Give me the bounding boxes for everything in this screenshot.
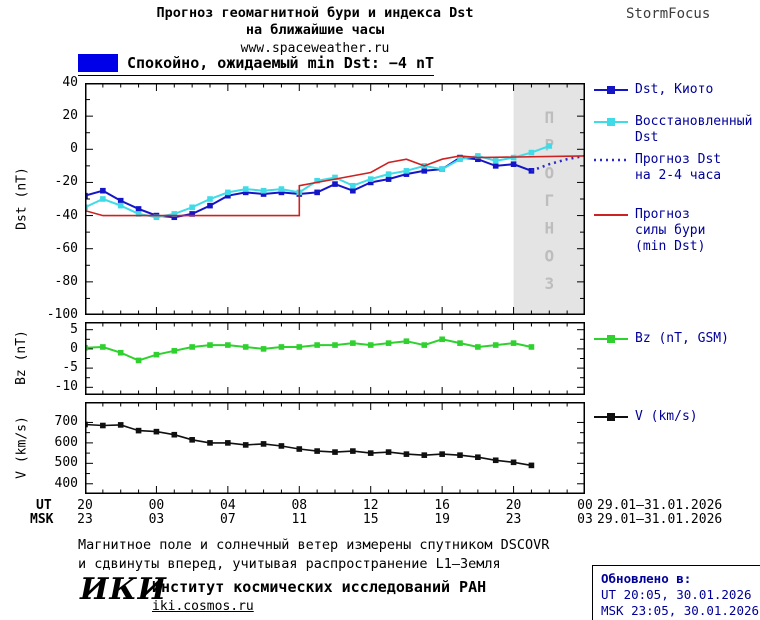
header: Прогноз геомагнитной бури и индекса Dst … — [0, 5, 630, 56]
note-line1: Магнитное поле и солнечный ветер измерен… — [78, 537, 550, 553]
y-tick-label: 700 — [54, 414, 78, 430]
legend-label-storm-forecast: Прогноз силы бури (min Dst) — [635, 207, 706, 254]
svg-text:О: О — [544, 246, 554, 265]
y-tick-label: -40 — [54, 207, 78, 223]
legend-item-restored-dst: Восстановленный Dst — [594, 114, 752, 146]
legend-label-v: V (km/s) — [635, 409, 698, 424]
y-tick-label: 400 — [54, 475, 78, 491]
v-plot — [85, 402, 585, 494]
y-tick-label: -60 — [54, 240, 78, 256]
ut-tick-label: 20 — [505, 498, 522, 513]
v-legend: V (km/s) — [594, 409, 698, 428]
legend-item-dst-kyoto: Dst, Киото — [594, 82, 752, 101]
y-tick-label: 20 — [62, 108, 78, 124]
msk-tick-label: 23 — [505, 512, 522, 527]
legend-item-v: V (km/s) — [594, 409, 698, 428]
legend-item-bz: Bz (nT, GSM) — [594, 331, 729, 350]
v-marker-icon — [594, 411, 628, 428]
bz-legend: Bz (nT, GSM) — [594, 331, 729, 350]
v-axis-label: V (km/s) — [14, 416, 30, 479]
msk-tick-label: 03 — [577, 512, 593, 527]
storm-forecast-marker-icon — [594, 209, 628, 255]
iki-logo: ИКИ — [80, 572, 167, 607]
data-source-note: Магнитное поле и солнечный ветер измерен… — [78, 536, 549, 574]
page-title-line2: на ближайшие часы — [245, 22, 385, 38]
legend-item-storm-forecast: Прогноз силы бури (min Dst) — [594, 207, 752, 255]
dst-axis-label: Dst (nT) — [14, 167, 30, 230]
y-tick-label: -5 — [62, 360, 78, 376]
msk-tick-label: 19 — [434, 512, 450, 527]
msk-tick-label: 11 — [291, 512, 308, 527]
updated-block: Обновлено в: UT 20:05, 30.01.2026 MSK 23… — [592, 565, 760, 620]
svg-text:П: П — [544, 108, 554, 127]
dst-forecast-marker-icon — [594, 154, 628, 184]
ut-axis-word: UT — [36, 498, 52, 513]
ut-tick-label: 00 — [577, 498, 593, 513]
storm-status-text: Спокойно, ожидаемый min Dst: −4 nT — [127, 54, 435, 72]
y-tick-label: 0 — [70, 141, 78, 157]
svg-text:О: О — [544, 163, 554, 182]
svg-text:Г: Г — [544, 191, 554, 210]
ut-tick-label: 12 — [362, 498, 379, 513]
y-tick-label: -20 — [54, 174, 78, 190]
bz-axis-label: Bz (nT) — [14, 330, 29, 385]
ut-tick-label: 16 — [434, 498, 450, 513]
legend-label-restored-dst: Восстановленный Dst — [635, 114, 753, 145]
y-tick-label: 500 — [54, 455, 78, 471]
iki-site-link[interactable]: iki.cosmos.ru — [152, 599, 254, 614]
msk-tick-label: 07 — [220, 512, 236, 527]
brand-label: StormFocus — [626, 6, 711, 22]
ut-tick-label: 20 — [77, 498, 93, 513]
msk-tick-label: 23 — [77, 512, 93, 527]
bz-marker-icon — [594, 333, 628, 350]
svg-text:З: З — [544, 274, 554, 293]
y-tick-label: 40 — [62, 75, 78, 90]
spaceweather-link[interactable]: www.spaceweather.ru — [240, 41, 390, 56]
y-tick-label: -10 — [54, 379, 78, 395]
msk-tick-label: 15 — [362, 512, 379, 527]
ut-tick-label: 04 — [220, 498, 236, 513]
ut-date-range: 29.01–31.01.2026 — [597, 498, 723, 513]
note-line2: и сдвинуты вперед, учитывая распростране… — [78, 556, 501, 572]
restored-dst-marker-icon — [594, 116, 628, 146]
msk-date-range: 29.01–31.01.2026 — [597, 512, 723, 527]
msk-axis-word: MSK — [30, 512, 54, 527]
y-tick-label: 600 — [54, 434, 78, 450]
msk-tick-label: 03 — [148, 512, 165, 527]
ut-tick-label: 00 — [148, 498, 165, 513]
quiet-level-swatch-icon — [78, 54, 118, 72]
y-tick-label: 5 — [70, 321, 78, 337]
legend-label-dst-kyoto: Dst, Киото — [635, 82, 714, 97]
institute-name: Институт космических исследований РАН — [152, 578, 487, 596]
storm-status-row: Спокойно, ожидаемый min Dst: −4 nT — [78, 54, 435, 76]
page-title-line1: Прогноз геомагнитной бури и индекса Dst — [156, 5, 474, 21]
legend-item-dst-forecast: Прогноз Dst на 2-4 часа — [594, 152, 752, 184]
legend-label-dst-forecast: Прогноз Dst на 2-4 часа — [635, 152, 722, 183]
svg-text:Н: Н — [544, 219, 554, 238]
updated-label: Обновлено в: — [601, 571, 692, 586]
legend-label-bz: Bz (nT, GSM) — [635, 331, 729, 346]
bz-plot — [85, 322, 585, 395]
updated-msk: MSK 23:05, 30.01.2026 — [601, 603, 760, 618]
y-tick-label: -80 — [54, 273, 78, 289]
dst-plot: ПРОГНОЗ — [85, 83, 585, 315]
ut-tick-label: 08 — [291, 498, 308, 513]
y-tick-label: 0 — [70, 340, 78, 356]
dst-legend: Dst, Киото Восстановленный Dst Прогноз D… — [594, 82, 752, 255]
dst-kyoto-marker-icon — [594, 84, 628, 101]
y-tick-label: -100 — [46, 307, 78, 322]
updated-ut: UT 20:05, 30.01.2026 — [601, 587, 752, 602]
